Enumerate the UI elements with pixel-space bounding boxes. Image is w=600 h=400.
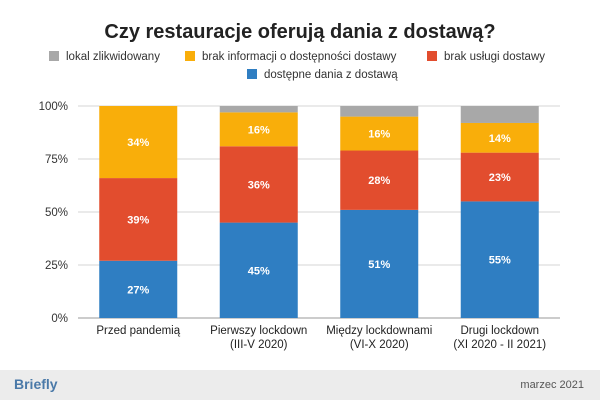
bar-segment-dostepne — [219, 222, 298, 318]
x-category-label: Drugi lockdown — [460, 325, 539, 337]
bar-segment-brak_info — [340, 116, 419, 151]
legend-label-lokal: lokal zlikwidowany — [66, 51, 160, 63]
data-label: 28% — [368, 175, 390, 187]
y-axis: 0% 25% 50% 75% 100% — [39, 101, 68, 325]
legend-swatch-lokal — [49, 51, 59, 61]
bar-segment-dostepne — [99, 260, 178, 318]
bar-segment-brak_info — [219, 112, 298, 147]
bar-segment-brak_uslugi — [340, 150, 419, 210]
bar-segment-lokal — [219, 106, 298, 113]
data-label: 36% — [248, 179, 270, 191]
x-axis: Przed pandemią Pierwszy lockdown (III-V 20… — [96, 325, 546, 351]
legend-label-dostepne: dostępne dania z dostawą — [264, 69, 398, 81]
x-category-label: (XI 2020 - II 2021) — [453, 339, 546, 351]
bar-segment-lokal — [460, 106, 539, 123]
legend-swatch-dostepne — [247, 69, 257, 79]
y-tick-label: 75% — [45, 154, 68, 166]
footer-bar: Briefly marzec 2021 — [0, 370, 600, 400]
data-label: 14% — [489, 133, 511, 145]
legend-item-brak_uslugi: brak usługi dostawy — [427, 51, 545, 63]
data-label: 55% — [489, 255, 511, 267]
data-label: 51% — [368, 259, 390, 271]
data-label: 23% — [489, 172, 511, 184]
x-category-label: (III-V 2020) — [230, 339, 288, 351]
x-category-label: Między lockdownami — [326, 325, 432, 337]
x-category-label: (VI-X 2020) — [350, 339, 409, 351]
x-category-label: Przed pandemią — [96, 325, 180, 337]
brand-logo: Briefly — [14, 376, 58, 392]
bar-segment-brak_info — [460, 122, 539, 153]
x-category-label: Pierwszy lockdown — [210, 325, 307, 337]
legend-item-dostepne: dostępne dania z dostawą — [247, 69, 398, 81]
stacked-bar-chart: Czy restauracje oferują dania z dostawą?… — [39, 21, 560, 351]
y-tick-label: 25% — [45, 260, 68, 272]
bar-segment-dostepne — [460, 201, 539, 318]
y-tick-label: 100% — [39, 101, 68, 113]
chart-title: Czy restauracje oferują dania z dostawą? — [104, 21, 495, 43]
bar-segment-brak_info — [99, 106, 178, 179]
legend-label-brak_info: brak informacji o dostępności dostawy — [202, 51, 397, 63]
y-tick-label: 50% — [45, 207, 68, 219]
data-label: 34% — [127, 137, 149, 149]
data-label: 45% — [248, 265, 270, 277]
y-tick-label: 0% — [51, 313, 68, 325]
chart-legend: lokal zlikwidowany brak informacji o dost… — [49, 51, 545, 81]
data-label: 39% — [127, 214, 149, 226]
bar-segment-brak_uslugi — [460, 152, 539, 202]
bar-segment-brak_uslugi — [99, 178, 178, 261]
legend-swatch-brak_uslugi — [427, 51, 437, 61]
bar-segment-dostepne — [340, 209, 419, 318]
data-label: 16% — [248, 124, 270, 136]
data-label: 27% — [127, 284, 149, 296]
bar-segment-lokal — [340, 106, 419, 117]
data-label: 16% — [368, 129, 390, 141]
legend-item-brak_info: brak informacji o dostępności dostawy — [185, 51, 397, 63]
bar-segment-brak_uslugi — [219, 146, 298, 223]
chart-bars: 27% 39% 34% 45% 36% 16% 51% 28% 16% 55% 23% 14% — [99, 106, 539, 318]
legend-label-brak_uslugi: brak usługi dostawy — [444, 51, 545, 63]
publication-date: marzec 2021 — [520, 379, 584, 391]
legend-swatch-brak_info — [185, 51, 195, 61]
legend-item-lokal: lokal zlikwidowany — [49, 51, 160, 63]
